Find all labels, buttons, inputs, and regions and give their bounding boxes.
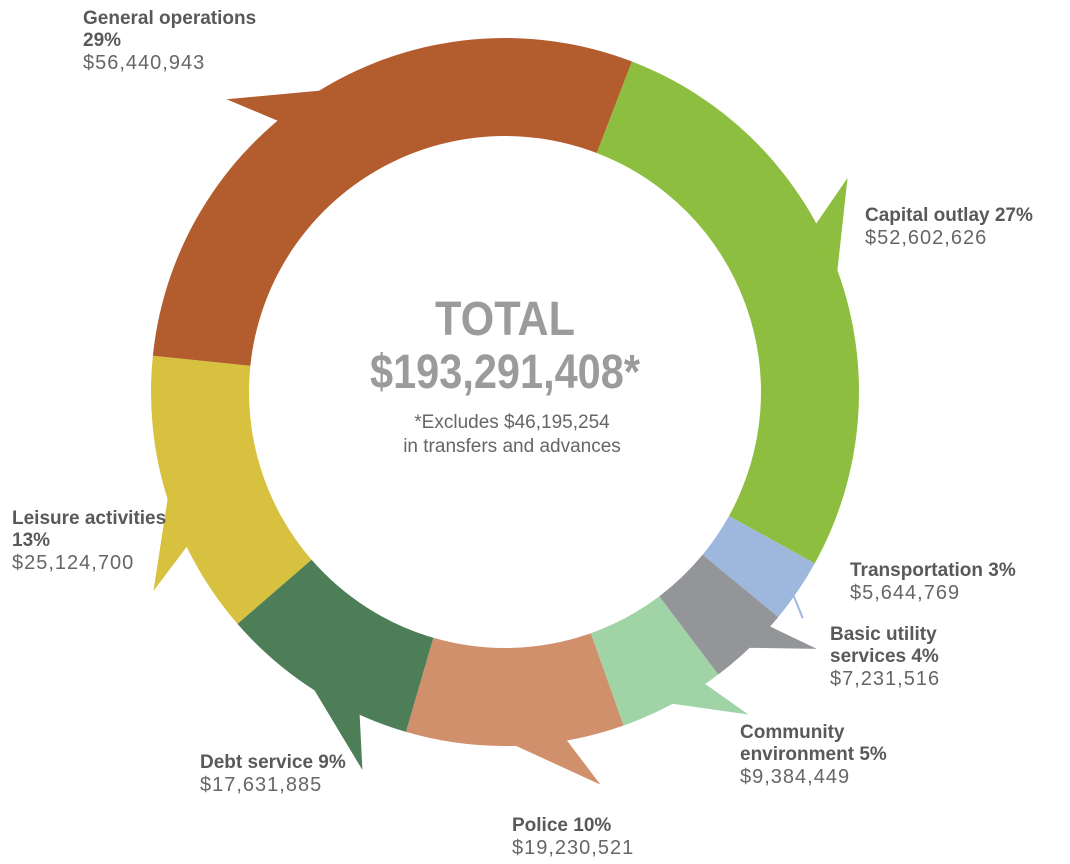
pointer [153, 487, 191, 592]
segment-label: Transportation 3% $5,644,769 [850, 560, 1070, 604]
donut-segment [237, 559, 434, 732]
donut-segment [590, 596, 719, 726]
percent-label: 4% [911, 646, 939, 667]
segment-label: Leisure activities 13% $25,124,700 [12, 508, 177, 574]
center-note: *Excludes $46,195,254 [414, 412, 610, 433]
category-name: General operations [83, 8, 257, 29]
donut-segment [702, 515, 815, 618]
category-name: Debt service [200, 752, 314, 773]
percent-label: 3% [988, 560, 1016, 581]
center-total: $193,291,408* [370, 346, 640, 399]
value-label: $19,230,521 [512, 837, 635, 859]
pointer [226, 89, 331, 123]
segment-label: Capital outlay 27% $52,602,626 [865, 205, 1070, 249]
pointer [664, 680, 749, 715]
percent-label: 27% [994, 205, 1033, 226]
pointer [308, 680, 363, 771]
donut-segment [405, 633, 624, 746]
value-label: $52,602,626 [865, 227, 988, 249]
donut-segment [151, 355, 312, 624]
category-name: Transportation [850, 560, 984, 581]
segment-label: General operations 29% $56,440,943 [83, 8, 258, 74]
percent-label: 9% [318, 752, 346, 773]
donut [151, 37, 860, 785]
category-name: Community environment [740, 722, 855, 765]
value-label: $17,631,885 [200, 774, 323, 796]
value-label: $9,384,449 [740, 766, 851, 788]
center-note: in transfers and advances [403, 436, 621, 457]
donut-segment [152, 37, 632, 366]
donut-segment [596, 61, 860, 564]
value-label: $5,644,769 [850, 582, 961, 604]
value-label: $56,440,943 [83, 52, 206, 74]
category-name: Capital outlay [865, 205, 990, 226]
value-label: $25,124,700 [12, 552, 135, 574]
category-name: Basic utility services [830, 624, 937, 667]
center-title: TOTAL [435, 293, 575, 346]
category-name: Police [512, 815, 568, 836]
segment-label: Police 10% $19,230,521 [512, 815, 712, 859]
percent-label: 5% [859, 744, 887, 765]
segment-label: Basic utility services 4% $7,231,516 [830, 624, 970, 690]
donut-segment [659, 554, 779, 675]
segment-label: Debt service 9% $17,631,885 [200, 752, 420, 796]
segment-label: Community environment 5% $9,384,449 [740, 722, 920, 788]
category-name: Leisure activities [12, 508, 167, 529]
value-label: $7,231,516 [830, 668, 941, 690]
percent-label: 29% [83, 30, 122, 51]
pointer [813, 177, 848, 282]
percent-label: 10% [573, 815, 612, 836]
pointer [505, 736, 601, 785]
percent-label: 13% [12, 530, 51, 551]
